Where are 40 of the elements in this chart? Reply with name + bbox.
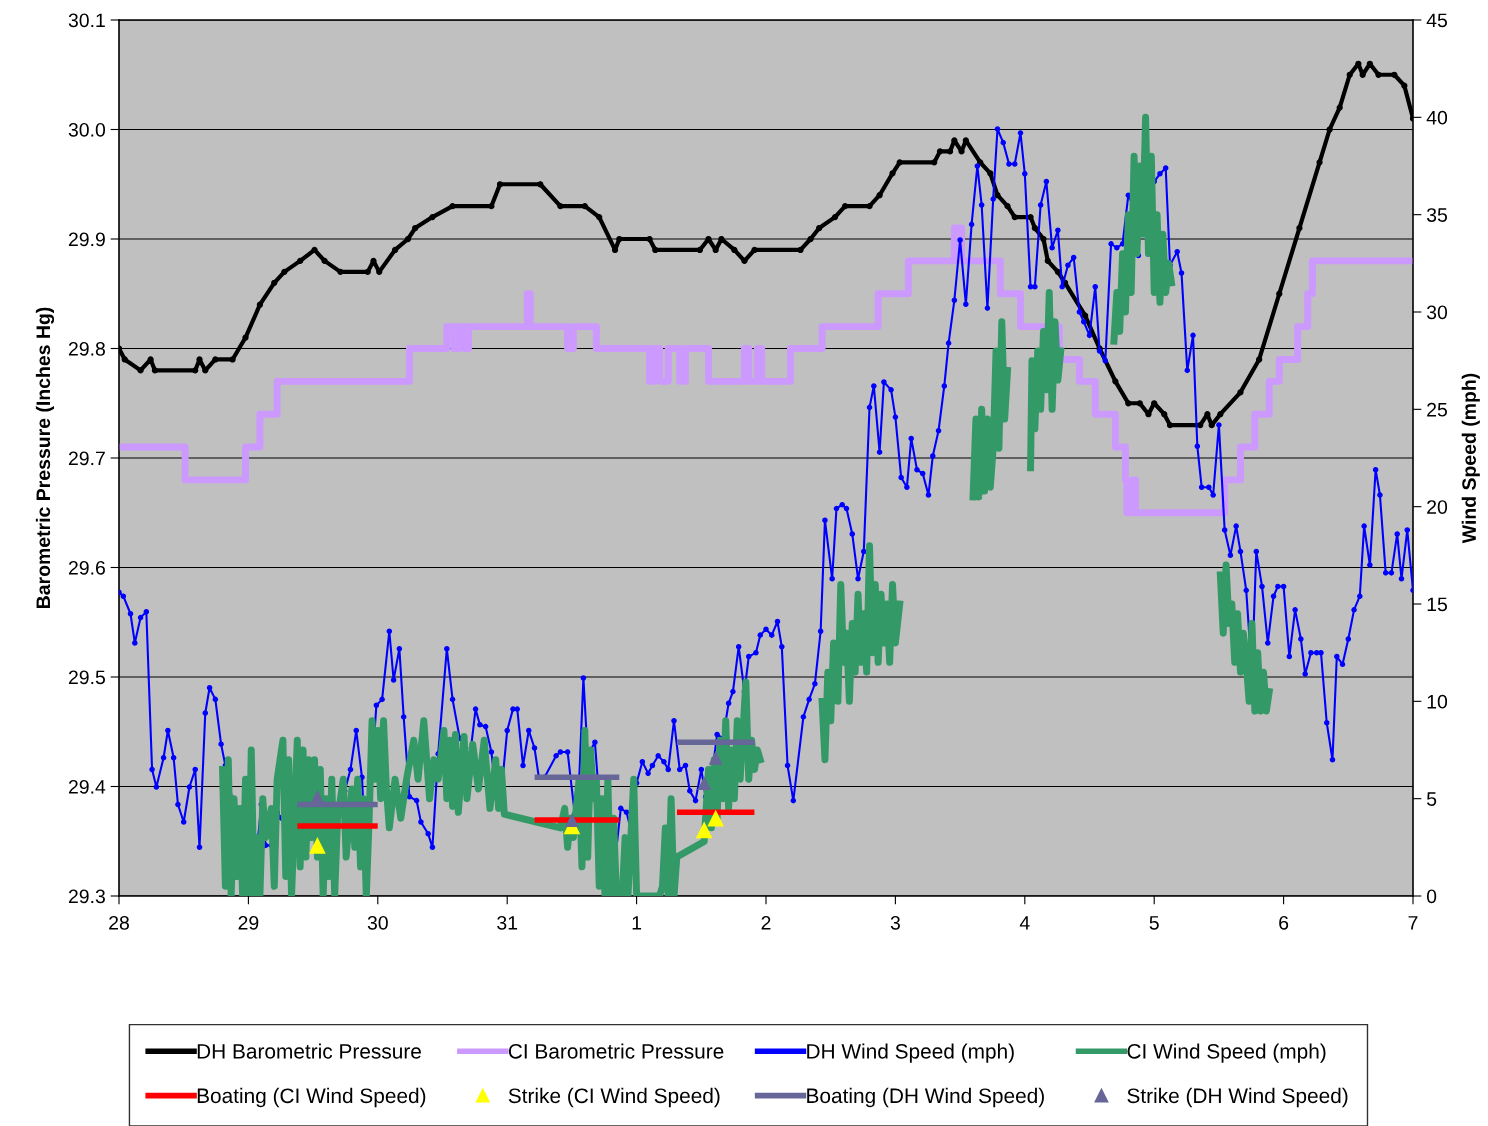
y2-tick-label: 20 xyxy=(1427,500,1448,514)
y2-tick-label: 25 xyxy=(1427,402,1448,417)
y-tick-label: 30.0 xyxy=(68,122,106,137)
x-tick-label: 6 xyxy=(1279,915,1289,930)
y2-tick-label: 0 xyxy=(1426,889,1437,904)
x-tick-label: 5 xyxy=(1149,916,1159,930)
x-tick-label: 30 xyxy=(367,915,388,930)
x-tick-label: 2 xyxy=(761,915,771,930)
y2-tick-label: 40 xyxy=(1426,110,1448,125)
legend-label: CI Barometric Pressure xyxy=(508,1043,724,1059)
legend-label: DH Barometric Pressure xyxy=(197,1043,421,1059)
y-tick-label: 29.9 xyxy=(68,232,105,247)
x-tick-label: 3 xyxy=(890,915,900,930)
x-tick-label: 7 xyxy=(1408,916,1418,930)
legend-label: Boating (DH Wind Speed) xyxy=(807,1087,1044,1108)
y-tick-label: 29.7 xyxy=(68,451,105,466)
y-tick-label: 29.6 xyxy=(68,560,105,575)
x-tick-label: 29 xyxy=(238,915,259,930)
y-tick-label: 29.3 xyxy=(68,889,105,904)
x-tick-label: 28 xyxy=(109,915,129,930)
y2-tick-label: 35 xyxy=(1426,208,1448,222)
y-tick-label: 29.4 xyxy=(68,779,106,794)
legend-label: Strike (DH Wind Speed) xyxy=(1127,1087,1348,1108)
legend-label: Strike (CI Wind Speed) xyxy=(508,1087,720,1108)
x-tick-label: 4 xyxy=(1019,916,1030,930)
y-tick-label: 29.8 xyxy=(68,341,105,356)
legend-label: DH Wind Speed (mph) xyxy=(807,1043,1014,1063)
y2-tick-label: 15 xyxy=(1427,597,1448,612)
y-tick-label: 29.5 xyxy=(68,670,105,685)
x-tick-label: 31 xyxy=(497,915,518,930)
y-tick-label: 30.1 xyxy=(68,13,105,28)
legend-label: Boating (CI Wind Speed) xyxy=(197,1087,426,1108)
legend-label: CI Wind Speed (mph) xyxy=(1127,1043,1326,1063)
y2-tick-label: 10 xyxy=(1427,694,1448,709)
x-tick-label: 1 xyxy=(632,916,642,930)
y2-tick-label: 5 xyxy=(1426,792,1437,806)
y2-tick-label: 30 xyxy=(1426,305,1448,320)
y-axis-title: Barometric Pressure (Inches Hg) xyxy=(35,307,55,608)
y2-tick-label: 45 xyxy=(1426,13,1448,28)
y2-axis-title: Wind Speed (mph) xyxy=(1461,373,1480,544)
